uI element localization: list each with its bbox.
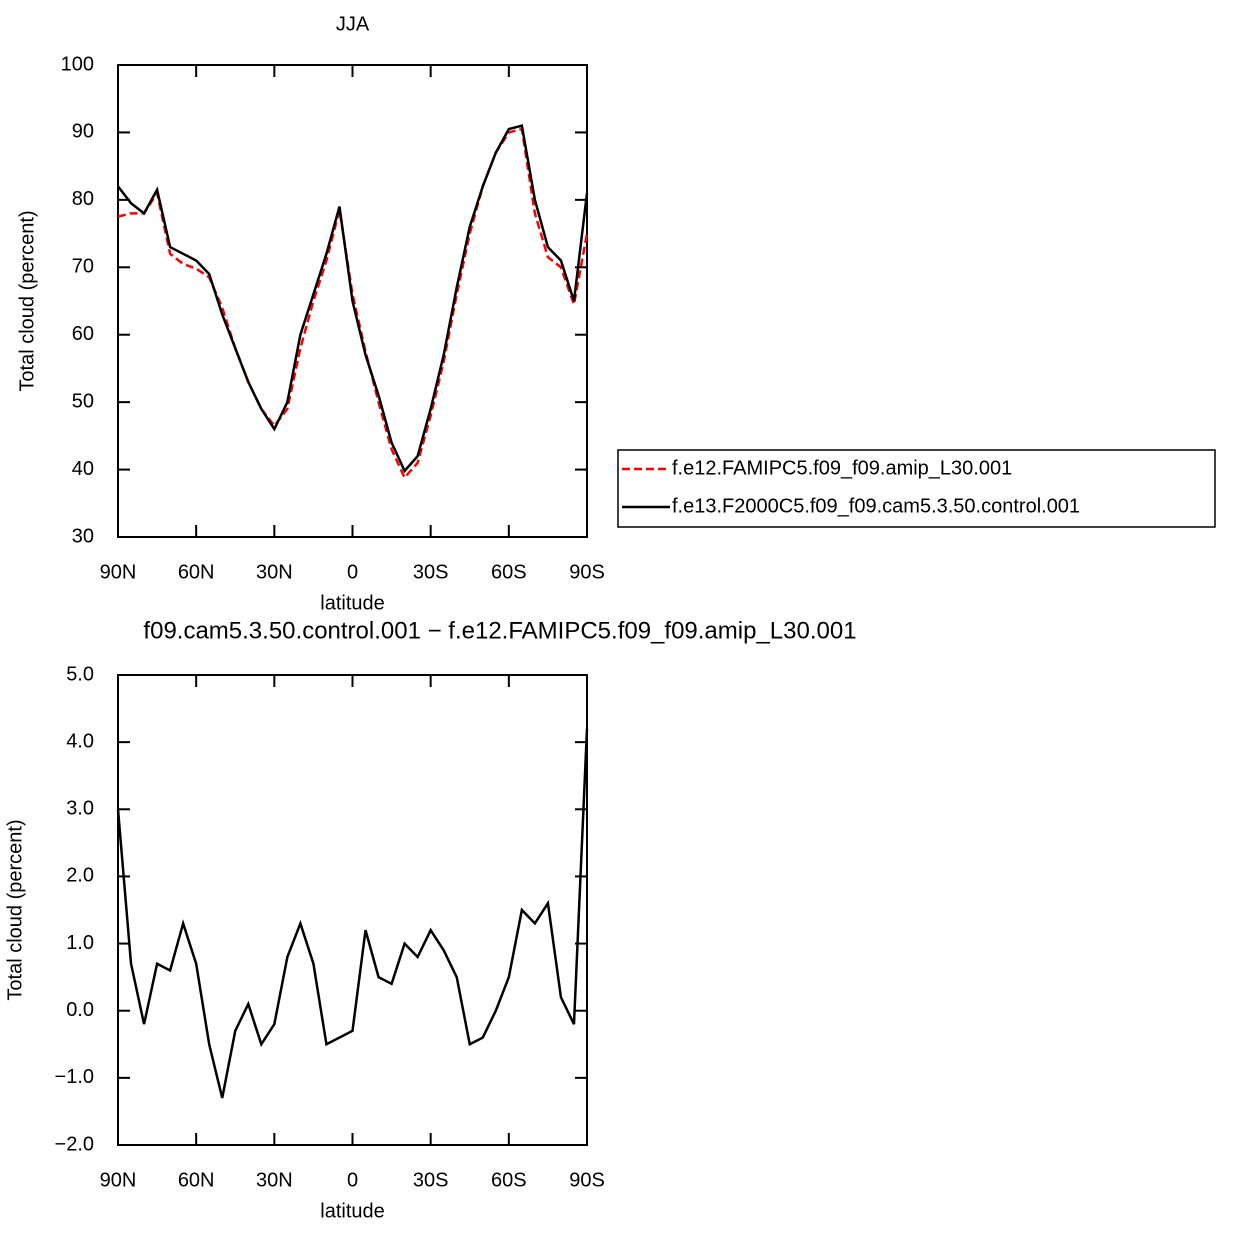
y-tick-label: 0.0 [66,999,94,1021]
legend-label: f.e13.F2000C5.f09_f09.cam5.3.50.control.… [672,495,1080,517]
x-tick-label: 60S [491,561,527,583]
y-tick-label: 30 [72,525,94,547]
y-axis-label: Total cloud (percent) [4,819,26,1000]
legend-label: f.e12.FAMIPC5.f09_f09.amip_L30.001 [672,457,1012,479]
y-tick-label: −1.0 [55,1066,94,1088]
plot-frame [117,64,588,538]
y-tick-label: −2.0 [55,1133,94,1155]
y-tick-label: 1.0 [66,932,94,954]
y-tick-label: 50 [72,390,94,412]
y-axis-label: Total cloud (percent) [16,210,38,391]
data-line [117,127,589,480]
y-tick-label: 100 [61,53,94,75]
x-tick-label: 0 [347,1169,358,1191]
x-tick-label: 30S [413,561,449,583]
data-line [116,728,589,1099]
x-tick-label: 90S [569,1169,605,1191]
chart-title: JJA [336,13,370,35]
chart-title: f09.cam5.3.50.control.001 − f.e12.FAMIPC… [143,617,856,644]
x-tick-label: 30N [256,561,293,583]
plot-frame [117,674,588,1146]
y-tick-label: 5.0 [66,663,94,685]
x-tick-label: 30S [413,1169,449,1191]
y-tick-label: 80 [72,188,94,210]
y-tick-label: 40 [72,458,94,480]
data-line [117,124,589,474]
y-tick-label: 2.0 [66,865,94,887]
x-tick-label: 90S [569,561,605,583]
x-tick-label: 60S [491,1169,527,1191]
x-tick-label: 90N [100,561,137,583]
x-tick-label: 30N [256,1169,293,1191]
x-axis-label: latitude [320,592,385,614]
y-tick-label: 3.0 [66,798,94,820]
legend-box [617,449,1216,528]
x-tick-label: 60N [178,561,215,583]
x-axis-label: latitude [320,1200,385,1222]
y-tick-label: 4.0 [66,730,94,752]
y-tick-label: 90 [72,121,94,143]
y-tick-label: 60 [72,323,94,345]
x-tick-label: 90N [100,1169,137,1191]
x-tick-label: 0 [347,561,358,583]
y-tick-label: 70 [72,256,94,278]
x-tick-label: 60N [178,1169,215,1191]
